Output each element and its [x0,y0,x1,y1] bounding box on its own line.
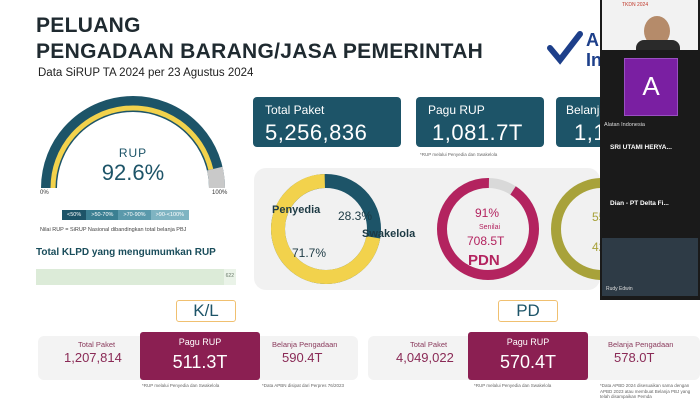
card-total-paket: Total Paket 5,256,836 [253,97,401,147]
kl-pagu-card: Pagu RUP 511.3T [140,332,260,380]
klpd-progress-bar: 622 [36,269,236,285]
pd-belanja-value: 578.0T [614,350,655,365]
speaker3-name: Rudy Edwin [606,286,633,292]
pd-pagu-value: 570.4T [499,352,557,372]
logo-letter-2: In [586,50,600,70]
donut2-name: PDN [468,252,500,269]
gauge-fill [50,105,214,189]
legend-item-1: <50% [62,210,87,220]
card-total-paket-label: Total Paket [265,103,325,117]
rup-gauge: RUP 92.6% 0% 100% [28,88,238,203]
page-subtitle: Data SiRUP TA 2024 per 23 Agustus 2024 [38,67,254,79]
pd-total-paket-label: Total Paket [410,340,448,349]
page-title-line2: PENGADAAN BARANG/JASA PEMERINTAH [36,40,484,63]
speaker-shirt [636,40,680,50]
participant-avatar[interactable]: A [624,58,678,116]
card-pagu-rup-label: Pagu RUP [428,103,485,117]
pd-total-paket-value: 4,049,022 [396,350,454,365]
pd-belanja-note: *Data APBD 2024 disesuaikan sama dengan … [600,383,691,399]
gauge-max-label: 100% [212,190,228,196]
pd-section-label: PD [498,300,558,322]
kl-belanja-note: *Data APBN disipat dari Perpres 76/2023 [262,383,345,388]
card-pagu-rup-value: 1,081.7T [432,120,523,145]
gauge-remaining [206,166,225,189]
klpd-progress-fill [36,269,224,285]
gauge-note: Nilai RUP = SiRUP Nasional dibandingkan … [40,227,187,233]
kl-belanja-value: 590.4T [282,350,323,365]
donut1-swakelola-label: Swakelola [362,228,416,240]
gauge-legend: <50% >50-70% >70-90% >90-<100% [62,210,190,220]
gauge-track [41,96,225,189]
donut2-sub-label: Senilai [479,224,501,231]
participant-avatar-letter: A [642,71,660,101]
video-call-panel: TKDN 2024 A Alatan Indonesia SRI UTAMI H… [600,0,700,300]
kl-pagu-note: *RUP melalui Penyedia dan Swakelola [142,383,220,388]
lkpp-logo: A In [546,30,600,70]
card-belanja-value: 1,1 [574,120,600,145]
logo-check-icon [547,31,583,65]
gauge-min-label: 0% [40,190,49,196]
logo-letter-1: A [586,30,599,50]
card-belanja: Belanja 1,1 [556,97,600,147]
legend-item-4: >90-<100% [150,210,190,220]
gauge-value: 92.6% [101,160,165,185]
card-belanja-label: Belanja [566,103,600,117]
kl-section-label: K/L [176,300,236,322]
legend-item-2: >50-70% [86,210,119,220]
pd-pagu-label: Pagu RUP [506,337,550,347]
donut3-arc [551,178,600,280]
donuts-svg [271,174,600,284]
legend-item-3: >70-90% [118,210,151,220]
donut1-penyedia-label: Penyedia [272,204,321,216]
speaker-video-tile[interactable]: TKDN 2024 [602,0,698,50]
donut1-swakelola-pct: 28.3% [338,209,373,223]
card-pagu-rup: Pagu RUP 1,081.7T [416,97,544,147]
speaker1-name[interactable]: SRI UTAMI HERYA... [610,144,672,151]
donut2-pct: 91% [475,206,500,220]
card-total-paket-value: 5,256,836 [265,120,368,145]
pd-pagu-card: Pagu RUP 570.4T [468,332,588,380]
donut1-penyedia-pct: 71.7% [292,246,327,260]
pd-belanja-label: Belanja Pengadaan [608,340,674,349]
donut2-sub-value: 708.5T [467,234,505,248]
speaker3-tile[interactable]: Rudy Edwin [602,238,698,296]
kl-pagu-value: 511.3T [172,352,228,372]
kl-total-paket-value: 1,207,814 [64,350,122,365]
top-badge: TKDN 2024 [622,2,649,8]
card-pagu-rup-note: *RUP melalui Penyedia dan Swakelola [420,152,498,157]
klpd-count: 622 [225,273,234,279]
kl-pagu-label: Pagu RUP [178,337,222,347]
klpd-title: Total KLPD yang mengumumkan RUP [36,247,216,258]
donut3-pct-bottom: 42 [592,240,600,254]
speaker2-name[interactable]: Dian - PT Delta Fi... [610,200,669,207]
donut3-pct-top: 55 [592,210,600,224]
kl-total-paket-label: Total Paket [78,340,116,349]
donut2-pdn-arc [437,177,539,280]
participant-name: Alatan Indonesia [604,122,645,128]
kl-belanja-label: Belanja Pengadaan [272,340,338,349]
page-title-line1: PELUANG [36,14,141,37]
donut1-penyedia-arc [271,174,381,284]
pd-pagu-note: *RUP melalui Penyedia dan Swakelola [474,383,552,388]
gauge-label: RUP [118,146,148,160]
